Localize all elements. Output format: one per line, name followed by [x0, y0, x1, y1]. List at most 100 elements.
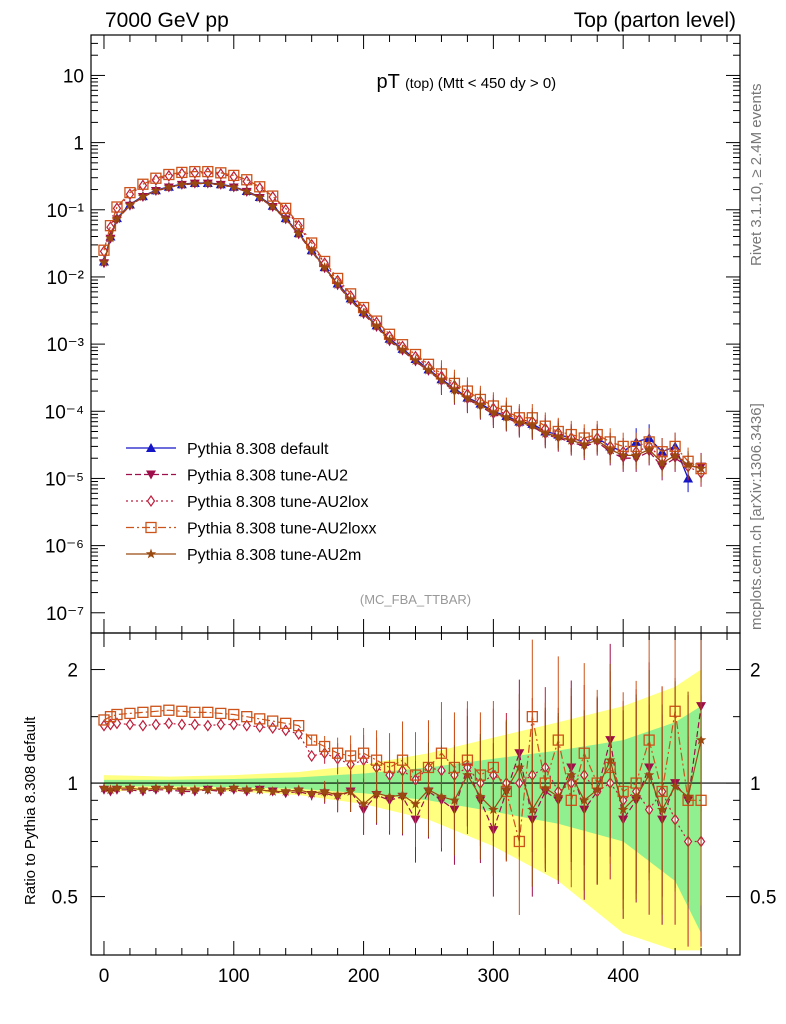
ratio-y-tick-label: 2: [67, 661, 78, 682]
point-AU2m: [630, 449, 642, 460]
rivet-label: Rivet 3.1.10, ≥ 2.4M events: [748, 83, 765, 267]
ratio-point-AU2m: [630, 791, 642, 802]
ratio-point-AU2loxx: [331, 747, 344, 759]
ratio-point-AU2m: [358, 798, 369, 809]
legend-marker-AU2: [146, 470, 156, 480]
ratio-point-AU2m: [254, 784, 265, 795]
point-AU2loxx: [104, 220, 117, 232]
point-AU2m: [682, 459, 694, 470]
ratio-point-AU2loxx: [254, 713, 266, 725]
ratio-point-AU2loxx: [267, 715, 279, 727]
point-AU2m: [371, 320, 382, 331]
legend-label-default: Pythia 8.308 default: [187, 441, 329, 458]
point-AU2m: [643, 444, 655, 454]
point-AU2m: [384, 334, 395, 345]
point-AU2lox: [164, 169, 174, 182]
point-AU2m: [267, 201, 278, 211]
point-AU2m: [176, 179, 188, 190]
ratio-point-AU2m: [241, 784, 252, 795]
plot-frames: [90, 34, 741, 956]
point-AU2lox: [216, 168, 226, 181]
ratio-point-AU2loxx: [104, 711, 117, 723]
ratio-point-AU2m: [332, 789, 343, 800]
ratio-point-AU2m: [423, 784, 434, 795]
point-AU2loxx: [189, 165, 201, 178]
curve-AU2lox: [103, 172, 702, 474]
legend-marker-AU2loxx: [145, 521, 157, 534]
point-AU2m: [254, 192, 265, 202]
ratio-point-AU2lox: [177, 718, 187, 731]
y-tick-label: 10: [63, 66, 84, 87]
ratio-point-AU2m: [150, 782, 162, 793]
ratio-point-AU2m: [189, 784, 201, 795]
ratio-point-AU2m: [695, 734, 707, 745]
point-AU2m: [579, 439, 590, 449]
ratio-point-AU2lox: [125, 718, 135, 731]
point-AU2m: [150, 185, 162, 196]
main-frame: [90, 34, 741, 634]
ratio-point-AU2m: [280, 786, 291, 796]
x-tick-label: 300: [478, 966, 510, 987]
ratio-point-AU2m: [306, 787, 317, 798]
legend-marker-default: [146, 443, 156, 452]
ratio-point-AU2lox: [216, 718, 226, 731]
point-AU2m: [695, 463, 707, 474]
point-AU2m: [397, 344, 408, 355]
ratio-point-AU2lox: [307, 749, 316, 763]
ratio-point-AU2m: [371, 787, 382, 798]
ratio-point-AU2m: [384, 791, 395, 802]
ratio-point-AU2m: [215, 784, 226, 795]
title-cond: (Mtt < 450 dy > 0): [438, 75, 556, 92]
ratio-point-AU2loxx: [124, 707, 136, 720]
x-tick-label: 400: [607, 966, 639, 987]
ratio-point-AU2loxx: [344, 750, 357, 762]
ratio-point-AU2m: [488, 804, 499, 815]
ratio-point-AU2m: [202, 784, 214, 795]
point-AU2m: [124, 199, 136, 210]
point-AU2m: [423, 364, 434, 375]
plot-curves: [91, 165, 740, 947]
point-AU2loxx: [202, 165, 214, 178]
ratio-curve-AU2loxx: [103, 709, 702, 842]
x-tick-label: 100: [218, 966, 250, 987]
ratio-point-AU2loxx: [306, 734, 318, 746]
ratio-point-AU2m: [436, 791, 447, 802]
plot-labels: 10 1 10⁻¹ 10⁻² 10⁻³ 10⁻⁴ 10⁻⁵ 10⁻⁶ 10⁻⁷ 2 2 1 1 0.5 0.…: [45, 66, 777, 987]
analysis-watermark: (MC_FBA_TTBAR): [360, 592, 471, 607]
ratio-point-AU2m: [319, 786, 330, 796]
ratio-point-AU2m: [682, 791, 694, 802]
curve-default: [103, 182, 689, 479]
point-AU2loxx: [111, 201, 123, 213]
ratio-y-tick-label: 0.5: [52, 888, 78, 909]
ratio-point-AU2loxx: [241, 711, 253, 723]
ratio-point-AU2m: [553, 791, 564, 802]
legend-label-AU2lox: Pythia 8.308 tune-AU2lox: [187, 494, 368, 511]
ratio-point-AU2loxx: [228, 708, 240, 721]
point-AU2m: [488, 407, 499, 418]
header-left: 7000 GeV pp: [105, 9, 229, 32]
ratio-point-AU2lox: [268, 721, 277, 735]
point-AU2m: [501, 411, 512, 422]
ratio-y-tick-label-right: 2: [750, 661, 761, 682]
ratio-point-AU2m: [98, 782, 110, 793]
ratio-point-AU2lox: [151, 718, 161, 731]
ratio-point-AU2m: [656, 804, 668, 815]
point-AU2m: [566, 434, 577, 445]
ratio-point-AU2m: [462, 769, 473, 780]
legend: Pythia 8.308 default Pythia 8.308 tune-AU…: [126, 441, 376, 564]
ratio-point-AU2lox: [294, 727, 303, 740]
legend-label-AU2: Pythia 8.308 tune-AU2: [187, 468, 348, 485]
point-AU2m: [345, 294, 356, 304]
ratio-point-AU2loxx: [111, 708, 123, 721]
point-AU2loxx: [98, 244, 110, 256]
y-tick-label: 10⁻¹: [47, 201, 85, 222]
y-tick-label: 1: [73, 134, 84, 155]
ratio-point-AU2lox: [229, 718, 239, 731]
point-AU2m: [293, 228, 304, 239]
point-AU2m: [111, 213, 123, 224]
point-AU2m: [656, 457, 668, 468]
y-tick-label: 10⁻⁴: [45, 402, 84, 423]
legend-marker-AU2lox: [146, 494, 156, 508]
ratio-point-AU2loxx: [526, 711, 538, 723]
point-AU2m: [462, 393, 473, 403]
